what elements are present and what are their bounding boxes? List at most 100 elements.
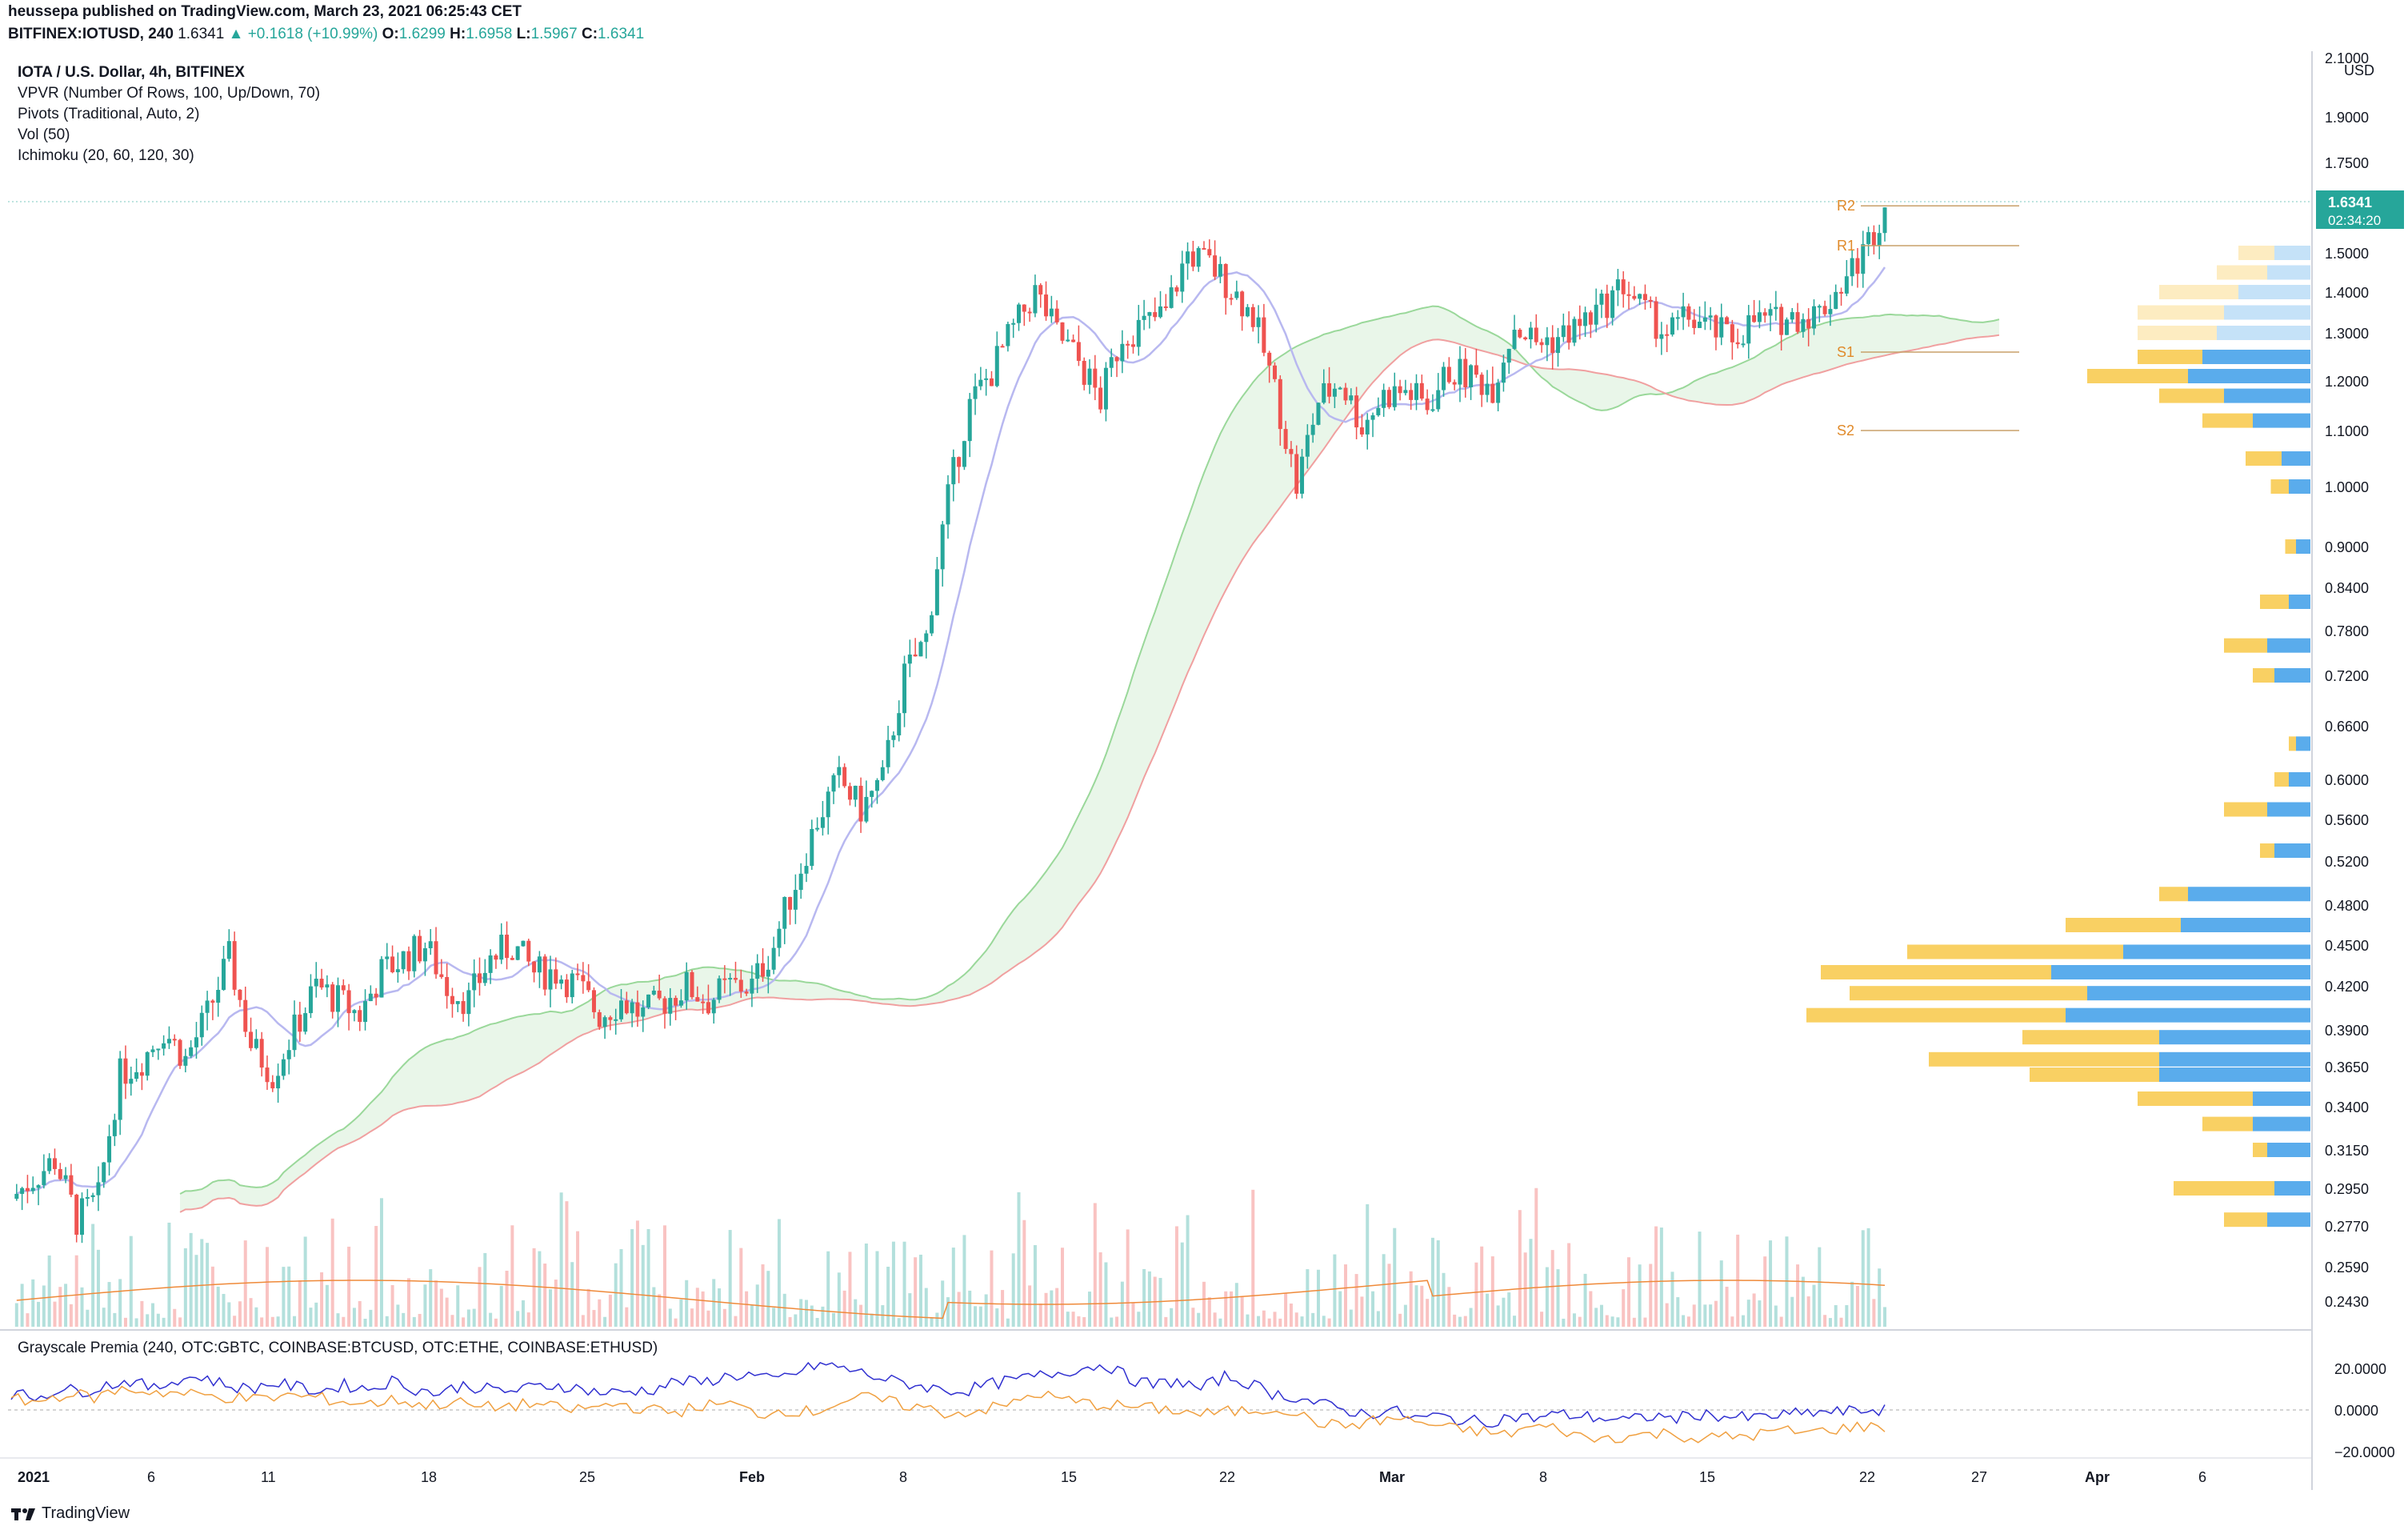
candle-body	[1250, 306, 1255, 327]
volume-bar	[282, 1267, 286, 1327]
volume-bar	[635, 1220, 639, 1327]
time-tick-label: 15	[1699, 1469, 1715, 1485]
candle-body	[1654, 301, 1658, 339]
vpvr-up-bar	[2267, 1143, 2310, 1157]
candle-body	[668, 998, 673, 1014]
candle-body	[308, 986, 313, 1014]
candle-body	[858, 785, 863, 822]
candle-body	[102, 1162, 106, 1183]
legend-symbol[interactable]: IOTA / U.S. Dollar, 4h, BITFINEX	[18, 64, 245, 81]
volume-bar	[810, 1305, 814, 1327]
volume-bar	[1496, 1305, 1500, 1327]
candle-body	[422, 948, 427, 962]
volume-bar	[1872, 1299, 1876, 1327]
candle-body	[249, 1031, 254, 1048]
candle-body	[374, 993, 378, 998]
usd-unit-label: USD	[2344, 62, 2374, 78]
vpvr-up-bar	[2224, 305, 2310, 320]
candle-body	[265, 1067, 270, 1083]
candle-body	[548, 969, 553, 990]
volume-bar	[565, 1201, 569, 1327]
candle-body	[1730, 324, 1734, 342]
volume-bar	[434, 1280, 438, 1327]
candle-body	[608, 1017, 613, 1020]
candle-body	[1267, 352, 1272, 366]
candle-body	[1316, 403, 1321, 425]
vpvr-up-bar	[2289, 595, 2310, 609]
vpvr-up-bar	[2181, 918, 2310, 932]
candle-body	[962, 441, 966, 467]
volume-bar	[608, 1294, 612, 1327]
price-axis[interactable]: 2.1000 1.9000 1.7500 1.5000 1.4000 1.3000 1.20…	[2325, 50, 2369, 1310]
volume-bar	[1790, 1296, 1794, 1327]
premia-tick-label: 20.0000	[2334, 1361, 2386, 1377]
legend-pivots[interactable]: Pivots (Traditional, Auto, 2)	[18, 106, 200, 122]
volume-bar	[1654, 1226, 1658, 1327]
candle-body	[1719, 317, 1724, 338]
candle-body	[1349, 395, 1354, 401]
candle-body	[1442, 366, 1446, 391]
candles[interactable]	[14, 207, 1887, 1244]
legend-ichimoku[interactable]: Ichimoku (20, 60, 120, 30)	[18, 147, 194, 164]
volume-bar	[1556, 1269, 1560, 1327]
candle-body	[20, 1188, 25, 1194]
price-tick-label: 0.3400	[2325, 1099, 2369, 1115]
candle-body	[412, 935, 417, 971]
legend-vpvr[interactable]: VPVR (Number Of Rows, 100, Up/Down, 70)	[18, 85, 321, 102]
vpvr-down-bar	[2246, 451, 2282, 466]
volume-bar	[363, 1318, 367, 1327]
candle-body	[1153, 312, 1158, 318]
vpvr-down-bar	[1929, 1051, 2159, 1067]
premia-tick-label: −20.0000	[2334, 1444, 2395, 1460]
legend-vol[interactable]: Vol (50)	[18, 126, 70, 143]
volume-bar	[1746, 1300, 1750, 1327]
time-axis[interactable]: 2021 6 11 18 25 Feb 8 15 22 Mar 8 15 22 27 Apr 6	[0, 1457, 2312, 1485]
candle-body	[1054, 308, 1059, 322]
candle-body	[1518, 330, 1522, 338]
volume-bar	[1300, 1316, 1304, 1327]
volume-bar	[156, 1313, 160, 1327]
candle-body	[695, 997, 700, 1002]
candle-body	[482, 972, 487, 983]
candle-body	[1675, 317, 1680, 319]
volume-bar	[586, 1288, 590, 1327]
price-pane[interactable]: R2 R1 S1 S2	[0, 51, 2313, 1490]
candle-body	[1702, 317, 1707, 322]
candle-body	[1714, 315, 1718, 338]
volume-bar	[875, 1251, 879, 1327]
volume-bar	[1240, 1296, 1244, 1327]
candle-body	[570, 973, 574, 998]
volume-bar	[1267, 1318, 1271, 1327]
volume-bar	[1082, 1316, 1086, 1327]
candle-body	[1638, 294, 1642, 299]
candle-body	[1681, 306, 1686, 318]
premia-legend[interactable]: Grayscale Premia (240, OTC:GBTC, COINBAS…	[18, 1340, 658, 1356]
volume-bar	[1823, 1315, 1827, 1327]
candle-body	[1049, 308, 1054, 317]
premia-series-line	[10, 1385, 1886, 1444]
candle-body	[1130, 344, 1135, 347]
volume-bar	[1170, 1308, 1174, 1327]
volume-bar	[336, 1313, 340, 1327]
candle-body	[1648, 300, 1653, 302]
volume-bar	[1796, 1264, 1800, 1327]
volume-bar	[1447, 1287, 1451, 1327]
volume-bar	[1098, 1252, 1102, 1327]
vpvr-down-bar	[2138, 350, 2202, 364]
volume-bar	[1719, 1260, 1723, 1327]
volume-bar	[1589, 1291, 1593, 1327]
vpvr-up-bar	[2066, 1007, 2310, 1023]
candle-body	[150, 1049, 155, 1052]
vpvr-down-bar	[2138, 305, 2224, 320]
candle-body	[798, 873, 803, 891]
volume-bar	[1147, 1271, 1151, 1327]
volume-bar	[342, 1316, 346, 1327]
vpvr-up-bar	[2217, 326, 2310, 340]
candle-body	[521, 940, 526, 947]
candle-body	[118, 1058, 122, 1120]
premia-pane[interactable]	[8, 1361, 2312, 1444]
premia-axis[interactable]: 20.0000 0.0000 −20.0000	[2334, 1361, 2395, 1460]
vpvr-down-bar	[2174, 1181, 2274, 1196]
candle-body	[532, 961, 537, 973]
candle-body	[1479, 374, 1484, 395]
